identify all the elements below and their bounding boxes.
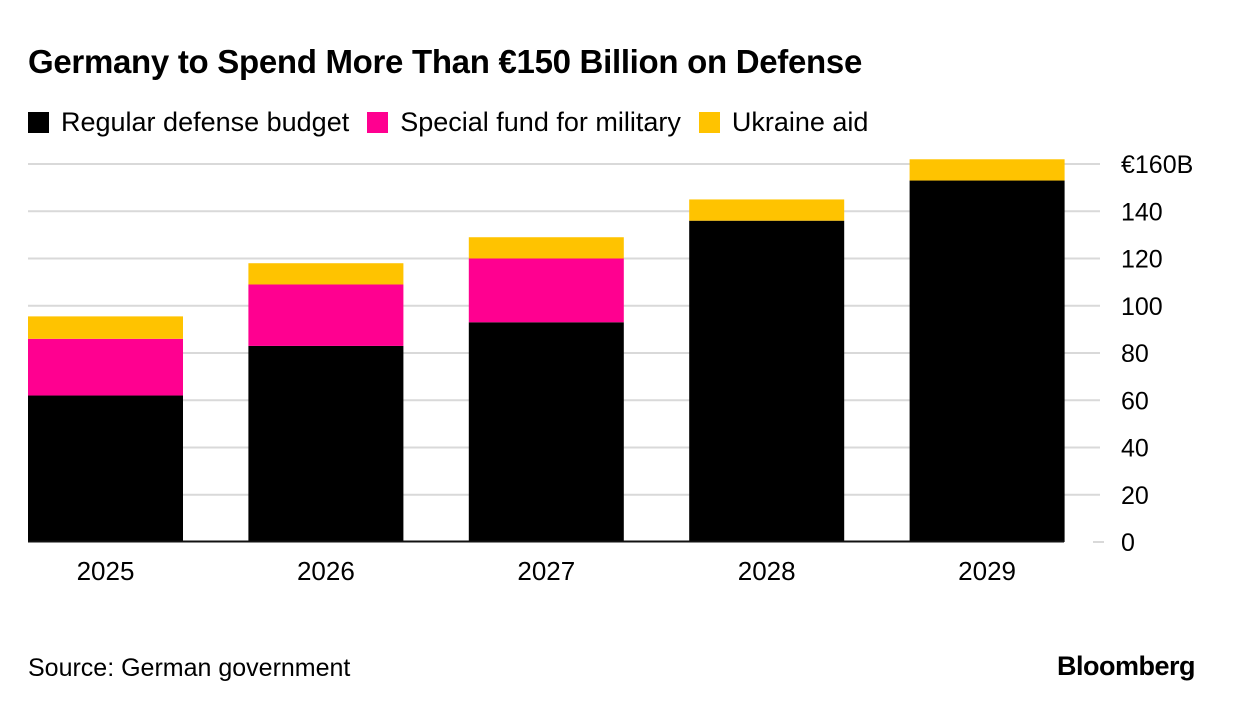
bar-segment [909, 180, 1065, 542]
y-tick-label: 120 [1121, 246, 1163, 274]
x-tick-label: 2026 [297, 556, 355, 586]
y-tick-label: €160B [1121, 151, 1193, 179]
bar-segment [28, 395, 183, 542]
bloomberg-logo: Bloomberg [1057, 651, 1196, 681]
bar-segment [28, 316, 183, 339]
bar-segment [468, 322, 624, 542]
bar-segment [248, 284, 404, 346]
x-axis: 2025 2026 2027 2028 2029 [77, 556, 1016, 586]
x-tick-label: 2028 [738, 556, 796, 586]
legend-item-ukraine-aid: Ukraine aid [698, 104, 869, 140]
legend-swatch-regular [28, 111, 49, 133]
bar-segment [248, 345, 404, 542]
bar-segment [468, 237, 624, 259]
y-tick-label: 0 [1121, 529, 1135, 557]
legend-label: Special fund for military [400, 107, 681, 137]
legend: Regular defense budget Special fund for … [28, 104, 886, 140]
bar-segment [909, 159, 1065, 181]
bar-segment [689, 220, 845, 542]
bar-segment [248, 263, 404, 285]
y-tick-label: 20 [1121, 482, 1149, 510]
x-tick-label: 2029 [958, 556, 1016, 586]
legend-label: Ukraine aid [731, 107, 869, 137]
bars [28, 159, 1065, 542]
legend-swatch-special [367, 111, 389, 133]
chart-title: Germany to Spend More Than €150 Billion … [28, 43, 863, 80]
legend-swatch-ukraine [698, 111, 720, 133]
y-tick-label: 60 [1121, 387, 1149, 415]
y-tick-label: 80 [1121, 340, 1149, 368]
bar-segment [689, 199, 845, 221]
legend-label: Regular defense budget [61, 107, 350, 137]
y-axis: 0 20 40 60 80 100 120 140 €160B [1121, 151, 1193, 557]
x-tick-label: 2025 [77, 556, 135, 586]
legend-item-regular-defense-budget: Regular defense budget [28, 104, 349, 140]
y-tick-label: 100 [1121, 293, 1163, 321]
y-tick-label: 140 [1121, 198, 1163, 226]
bar-segment [28, 338, 183, 396]
bar-segment [468, 258, 624, 323]
x-tick-label: 2027 [517, 556, 575, 586]
source-note: Source: German government [28, 654, 351, 682]
legend-item-special-fund: Special fund for military [367, 104, 681, 140]
y-tick-label: 40 [1121, 435, 1149, 463]
